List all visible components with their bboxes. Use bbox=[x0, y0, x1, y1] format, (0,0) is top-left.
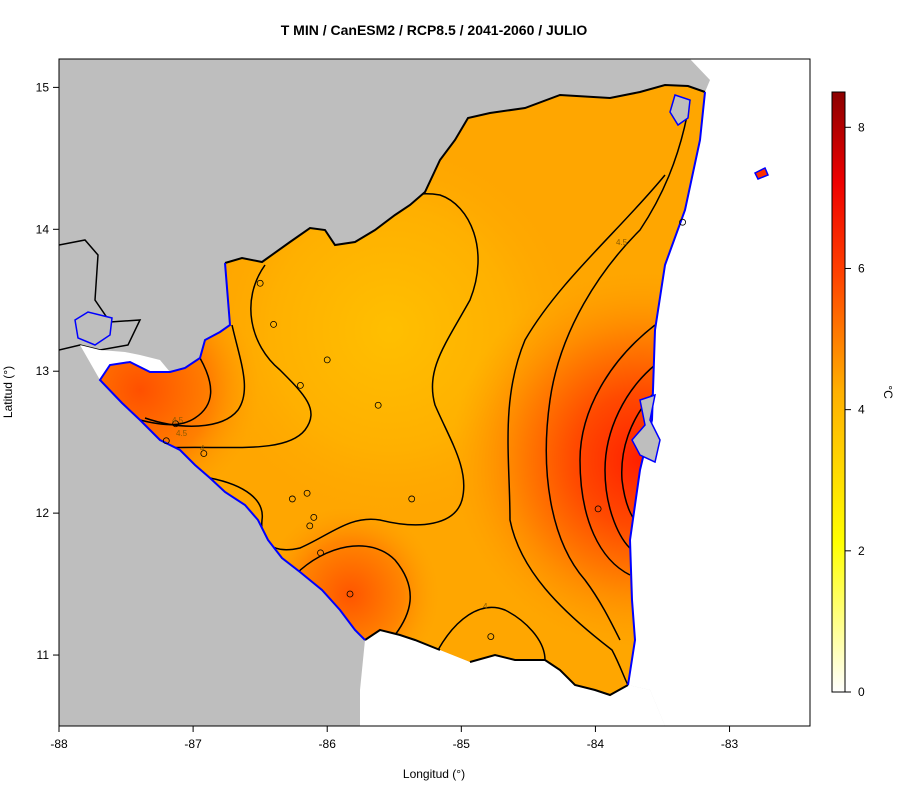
contour-label: 4.5 bbox=[176, 429, 188, 438]
coastline bbox=[98, 91, 706, 686]
contour-line bbox=[545, 99, 691, 641]
contour-label: 4 bbox=[483, 602, 488, 611]
colorbar-tick-label: 0 bbox=[858, 685, 865, 699]
x-tick-label: -84 bbox=[587, 737, 605, 751]
station-marker bbox=[487, 633, 495, 640]
x-tick-label: -83 bbox=[721, 737, 739, 751]
colorbar-tick-label: 4 bbox=[858, 403, 865, 417]
station-marker bbox=[594, 505, 602, 513]
station-marker bbox=[306, 522, 314, 530]
lagoon bbox=[669, 94, 691, 127]
x-axis-label: Longitud (°) bbox=[403, 767, 465, 781]
y-tick-label: 15 bbox=[36, 80, 50, 94]
station-marker bbox=[270, 320, 277, 328]
station-marker bbox=[679, 218, 686, 226]
costa-rica-pacific bbox=[59, 640, 365, 726]
station-marker bbox=[323, 356, 331, 364]
caribbean-sea bbox=[628, 59, 810, 726]
x-axis: -88 -87 -86 -85 -84 -83 bbox=[50, 726, 739, 751]
station-marker bbox=[200, 450, 208, 457]
contour-line bbox=[507, 174, 666, 686]
chart-title: T MIN / CanESM2 / RCP8.5 / 2041-2060 / J… bbox=[281, 22, 588, 38]
gulf-inlet bbox=[74, 311, 113, 346]
colorbar-tick-label: 8 bbox=[858, 120, 865, 134]
station-marker bbox=[310, 513, 318, 521]
x-tick-label: -86 bbox=[319, 737, 337, 751]
x-tick-label: -85 bbox=[453, 737, 471, 751]
colorbar-tick-label: 6 bbox=[858, 261, 865, 275]
station-markers bbox=[162, 218, 686, 640]
station-marker bbox=[288, 495, 296, 503]
x-tick-label: -88 bbox=[50, 737, 68, 751]
contour-line bbox=[579, 324, 656, 576]
y-axis-label: Latitud (°) bbox=[1, 366, 15, 418]
plot-area: 4.5 4.5 4 4 4.5 bbox=[59, 59, 810, 726]
station-marker bbox=[172, 420, 180, 428]
pacific-ocean bbox=[59, 359, 380, 726]
y-tick-label: 14 bbox=[36, 222, 50, 236]
station-marker bbox=[296, 382, 304, 389]
station-marker bbox=[317, 549, 324, 557]
y-tick-label: 12 bbox=[36, 506, 50, 520]
colorbar-gradient bbox=[831, 91, 846, 693]
contour-line bbox=[437, 606, 546, 661]
costa-rica-inland bbox=[360, 630, 665, 726]
nicaragua-outline bbox=[224, 83, 706, 697]
plot-frame bbox=[58, 58, 811, 727]
lagoon bbox=[631, 393, 661, 464]
contour-label: 4.5 bbox=[616, 238, 628, 247]
colorbar-tick-label: 2 bbox=[858, 544, 865, 558]
contour-label: 4.5 bbox=[172, 416, 184, 425]
contour-line bbox=[604, 364, 656, 551]
station-marker bbox=[408, 495, 416, 503]
gulf-of-fonseca bbox=[59, 345, 170, 380]
contour-line bbox=[139, 357, 212, 426]
corn-island bbox=[753, 166, 769, 180]
contour-line bbox=[144, 324, 246, 427]
y-tick-label: 13 bbox=[36, 364, 50, 378]
colorbar: 0 2 4 6 8 °C bbox=[831, 91, 895, 699]
y-axis: 15 14 13 12 11 bbox=[36, 80, 59, 662]
station-marker bbox=[303, 489, 311, 497]
station-marker bbox=[346, 590, 354, 598]
colorbar-ticks: 0 2 4 6 8 bbox=[845, 120, 865, 699]
y-tick-label: 11 bbox=[37, 648, 50, 662]
x-tick-label: -87 bbox=[184, 737, 202, 751]
contour-lines bbox=[139, 99, 691, 686]
station-marker bbox=[374, 401, 382, 409]
station-marker bbox=[162, 437, 170, 445]
colorbar-unit: °C bbox=[881, 385, 895, 399]
station-marker bbox=[256, 279, 264, 287]
contour-line bbox=[159, 264, 312, 449]
contour-label: 4 bbox=[200, 444, 205, 453]
